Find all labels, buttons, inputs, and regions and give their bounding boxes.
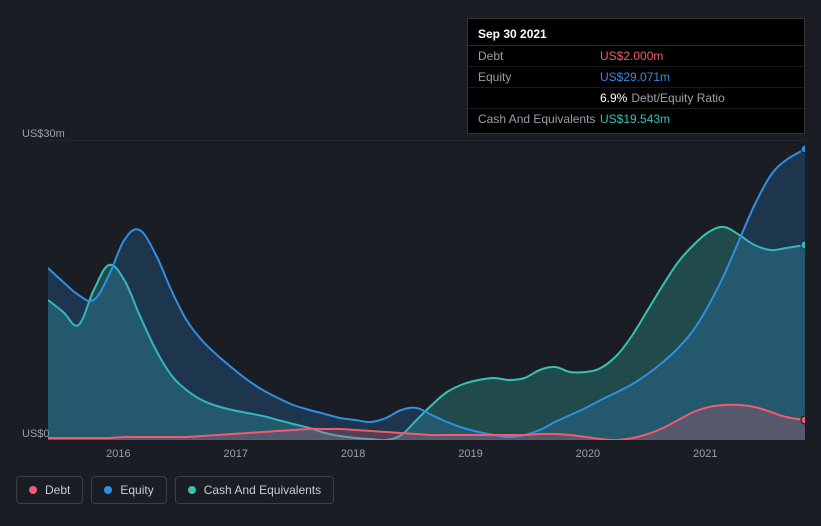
x-axis-label: 2021: [693, 448, 717, 460]
x-axis-label: 2017: [224, 448, 248, 460]
x-axis-label: 2016: [106, 448, 130, 460]
y-axis-label: US$0: [22, 428, 50, 440]
x-axis-label: 2020: [576, 448, 600, 460]
tooltip-row-value: 6.9%Debt/Equity Ratio: [600, 91, 725, 105]
chart-tooltip: Sep 30 2021 DebtUS$2.000mEquityUS$29.071…: [467, 18, 805, 134]
legend-dot-icon: [188, 486, 196, 494]
tooltip-date: Sep 30 2021: [468, 23, 804, 46]
legend-dot-icon: [29, 486, 37, 494]
tooltip-row-label: Equity: [478, 70, 600, 84]
chart-plot[interactable]: [48, 140, 805, 440]
chart-legend: Debt Equity Cash And Equivalents: [16, 476, 334, 504]
legend-item[interactable]: Debt: [16, 476, 83, 504]
legend-item[interactable]: Cash And Equivalents: [175, 476, 334, 504]
tooltip-row-value: US$2.000m: [600, 49, 663, 63]
x-axis-label: 2018: [341, 448, 365, 460]
legend-label: Cash And Equivalents: [204, 483, 321, 497]
tooltip-row-label: Debt: [478, 49, 600, 63]
financials-area-chart[interactable]: US$30m US$0 2016 2017 2018 2019 2020 2021 Debt…: [16, 118, 805, 510]
y-axis-label: US$30m: [22, 128, 65, 140]
tooltip-row: EquityUS$29.071m: [468, 67, 804, 88]
tooltip-row: 6.9%Debt/Equity Ratio: [468, 88, 804, 109]
legend-label: Debt: [45, 483, 70, 497]
tooltip-row-label: [478, 91, 600, 105]
tooltip-row: DebtUS$2.000m: [468, 46, 804, 67]
legend-dot-icon: [104, 486, 112, 494]
tooltip-row-value: US$29.071m: [600, 70, 670, 84]
x-axis-label: 2019: [458, 448, 482, 460]
legend-item[interactable]: Equity: [91, 476, 166, 504]
legend-label: Equity: [120, 483, 153, 497]
